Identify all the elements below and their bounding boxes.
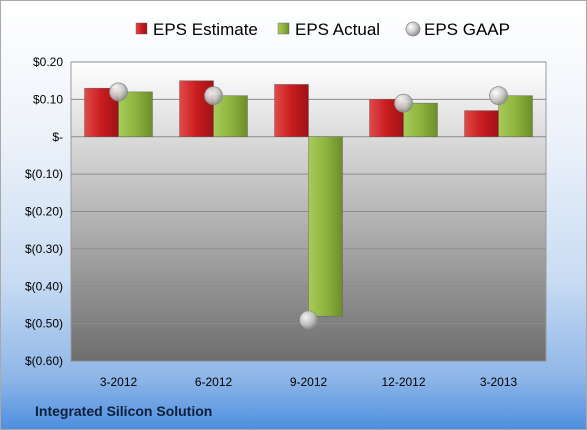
eps-estimate-bar bbox=[464, 110, 499, 137]
company-label: Integrated Silicon Solution bbox=[35, 403, 213, 419]
legend-label: EPS Estimate bbox=[153, 20, 258, 39]
y-tick-label: $0.10 bbox=[33, 92, 63, 106]
x-tick-label: 3-2013 bbox=[480, 375, 518, 389]
y-tick-label: $(0.20) bbox=[25, 205, 63, 219]
eps-estimate-bar bbox=[274, 84, 309, 137]
eps-gaap-marker bbox=[489, 86, 508, 106]
gaap-markers bbox=[109, 82, 508, 330]
legend-label: EPS Actual bbox=[295, 20, 380, 39]
legend-actual-swatch bbox=[277, 22, 290, 35]
y-tick-label: $(0.30) bbox=[25, 242, 63, 256]
eps-gaap-marker bbox=[299, 310, 318, 330]
y-tick-label: $(0.40) bbox=[25, 279, 63, 293]
legend: EPS Estimate EPS Actual EPS GAAP bbox=[135, 20, 510, 39]
legend-gaap-swatch bbox=[405, 21, 421, 37]
y-tick-label: $0.20 bbox=[33, 55, 63, 69]
x-tick-label: 3-2012 bbox=[100, 375, 138, 389]
x-tick-label: 9-2012 bbox=[290, 375, 328, 389]
x-axis: 3-2012 6-2012 9-2012 12-2012 3-2013 bbox=[100, 375, 518, 389]
y-tick-label: $(0.10) bbox=[25, 167, 63, 181]
legend-item: EPS Actual bbox=[277, 20, 380, 39]
y-tick-label: $- bbox=[52, 130, 63, 144]
legend-item: EPS GAAP bbox=[405, 20, 510, 39]
eps-actual-bar bbox=[308, 136, 343, 317]
eps-gaap-marker bbox=[109, 82, 128, 102]
y-axis: $0.20 $0.10 $- $(0.10) $(0.20) $(0.30) $(0.40)… bbox=[25, 55, 63, 368]
bars bbox=[84, 80, 533, 317]
legend-label: EPS GAAP bbox=[424, 20, 510, 39]
x-tick-label: 6-2012 bbox=[195, 375, 233, 389]
y-tick-label: $(0.50) bbox=[25, 317, 63, 331]
eps-actual-bar bbox=[118, 91, 153, 137]
y-tick-label: $(0.60) bbox=[25, 354, 63, 368]
legend-estimate-swatch bbox=[135, 22, 148, 35]
eps-gaap-marker bbox=[204, 86, 223, 106]
x-tick-label: 12-2012 bbox=[381, 375, 425, 389]
eps-gaap-marker bbox=[394, 93, 413, 113]
legend-item: EPS Estimate bbox=[135, 20, 258, 39]
